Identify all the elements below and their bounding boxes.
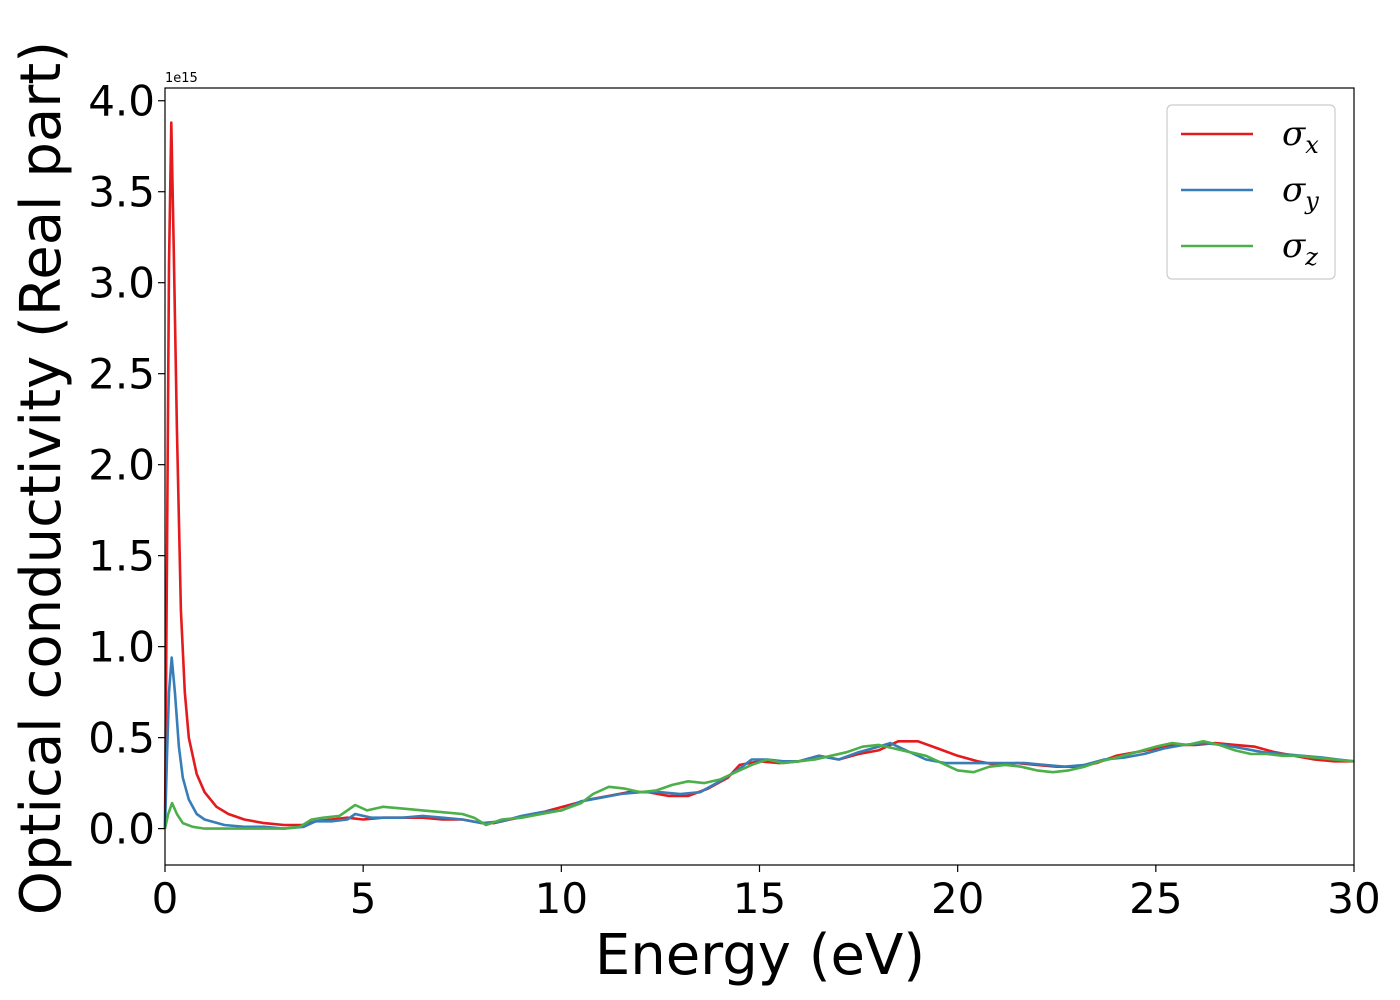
series-line-x [163, 121, 1354, 829]
x-tick-label: 0 [152, 874, 179, 923]
y-tick-label: 3.0 [88, 259, 155, 308]
y-tick-label: 0.0 [88, 805, 155, 854]
y-tick-label: 2.5 [88, 350, 155, 399]
series-layer [163, 121, 1355, 830]
y-tick-label: 2.0 [88, 441, 155, 490]
y-offset-text: 1e15 [165, 71, 198, 86]
x-tick-label: 25 [1129, 874, 1182, 923]
x-tick-label: 10 [535, 874, 588, 923]
x-tick-label: 30 [1327, 874, 1380, 923]
y-axis-label: Optical conductivity (Real part) [9, 41, 74, 915]
y-tick-label: 0.5 [88, 714, 155, 763]
y-tick-label: 3.5 [88, 168, 155, 217]
x-axis-label: Energy (eV) [595, 923, 925, 988]
y-axis: 0.0 0.5 1.0 1.5 2.0 2.5 3.0 3.5 4.0 [88, 77, 165, 854]
series-line-z [163, 740, 1355, 830]
x-tick-label: 15 [733, 874, 786, 923]
series-line-y [163, 656, 1355, 830]
x-axis: 0 5 10 15 20 25 30 [152, 865, 1381, 923]
y-tick-label: 1.0 [88, 623, 155, 672]
legend-box [1166, 104, 1336, 280]
x-tick-label: 20 [931, 874, 984, 923]
y-tick-label: 4.0 [88, 77, 155, 126]
y-tick-label: 1.5 [88, 532, 155, 581]
x-tick-label: 5 [350, 874, 377, 923]
